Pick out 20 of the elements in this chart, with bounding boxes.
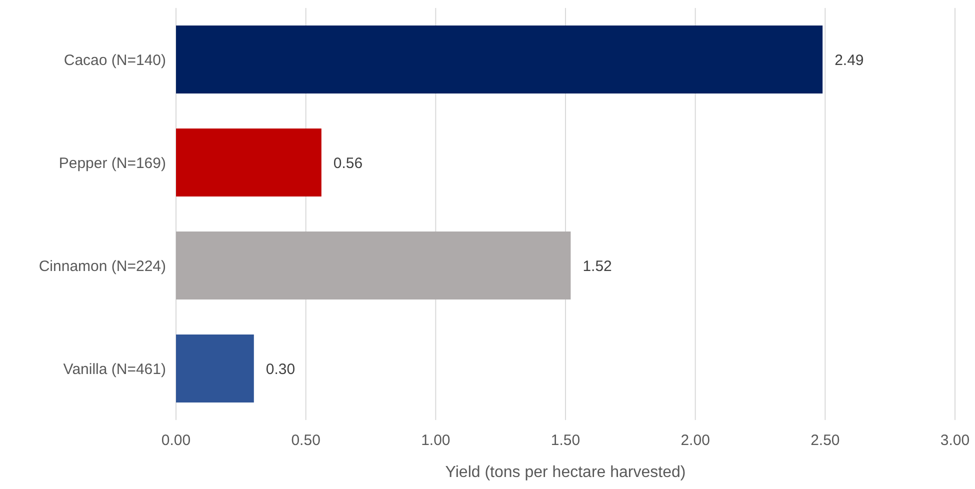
data-label: 0.30 <box>266 360 296 378</box>
x-tick-label: 1.50 <box>550 432 580 449</box>
bar <box>176 334 254 402</box>
y-tick-label: Cacao (N=140) <box>64 52 166 69</box>
x-tick-label: 3.00 <box>940 432 970 449</box>
y-tick-label: Vanilla (N=461) <box>63 360 166 378</box>
y-tick-label: Cinnamon (N=224) <box>38 258 166 275</box>
y-tick-label: Pepper (N=169) <box>58 154 166 172</box>
data-label: 0.56 <box>333 154 363 172</box>
x-axis-title: Yield (tons per hectare harvested) <box>445 464 686 481</box>
x-tick-label: 0.00 <box>161 432 191 449</box>
bar <box>176 232 571 300</box>
bar <box>176 26 823 94</box>
bar <box>176 128 322 196</box>
x-tick-label: 2.00 <box>680 432 710 449</box>
x-tick-label: 1.00 <box>421 432 450 449</box>
x-tick-label: 0.50 <box>291 432 320 449</box>
data-label: 1.52 <box>582 258 612 275</box>
x-tick-label: 2.50 <box>810 432 840 449</box>
data-label: 2.49 <box>834 52 864 69</box>
